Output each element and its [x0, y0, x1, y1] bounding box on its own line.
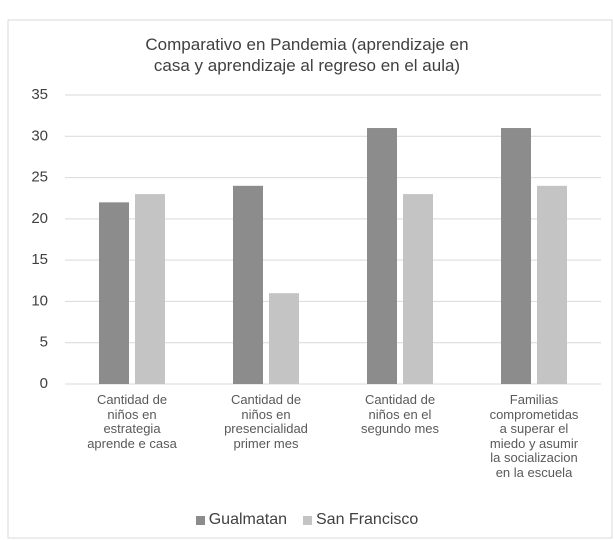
x-tick-label: Cantidad de niños en estrategia aprende …	[87, 392, 177, 451]
x-tick-label: Cantidad de niños en presencialidad prim…	[224, 392, 308, 451]
legend-swatch	[195, 515, 205, 525]
legend-label: Gualmatan	[208, 511, 287, 528]
x-tick-label: Familias comprometidas a superar el mied…	[489, 392, 579, 480]
y-tick-label: 0	[40, 375, 48, 392]
y-tick-label: 30	[31, 127, 48, 144]
y-tick-label: 10	[31, 292, 48, 309]
bar	[367, 128, 397, 384]
bar	[501, 128, 531, 384]
bar	[233, 185, 263, 384]
bar	[403, 194, 433, 384]
y-tick-label: 35	[31, 86, 48, 103]
x-tick-label: Cantidad de niños en el segundo mes	[360, 392, 440, 436]
chart-border	[7, 19, 613, 539]
legend-item: San Francisco	[303, 511, 418, 529]
chart-title: Comparativo en Pandemia (aprendizaje en …	[145, 35, 469, 75]
legend-label: San Francisco	[316, 511, 419, 528]
y-tick-label: 5	[40, 334, 48, 351]
legend-item: Gualmatan	[195, 511, 287, 529]
legend-swatch	[303, 515, 312, 525]
bar	[269, 293, 299, 384]
legend: Gualmatan San Francisco	[0, 511, 614, 529]
bar	[537, 185, 567, 384]
bar	[135, 194, 165, 384]
bar	[99, 202, 129, 384]
y-tick-label: 15	[31, 251, 48, 268]
y-tick-label: 25	[31, 169, 48, 186]
y-tick-label: 20	[31, 210, 48, 227]
